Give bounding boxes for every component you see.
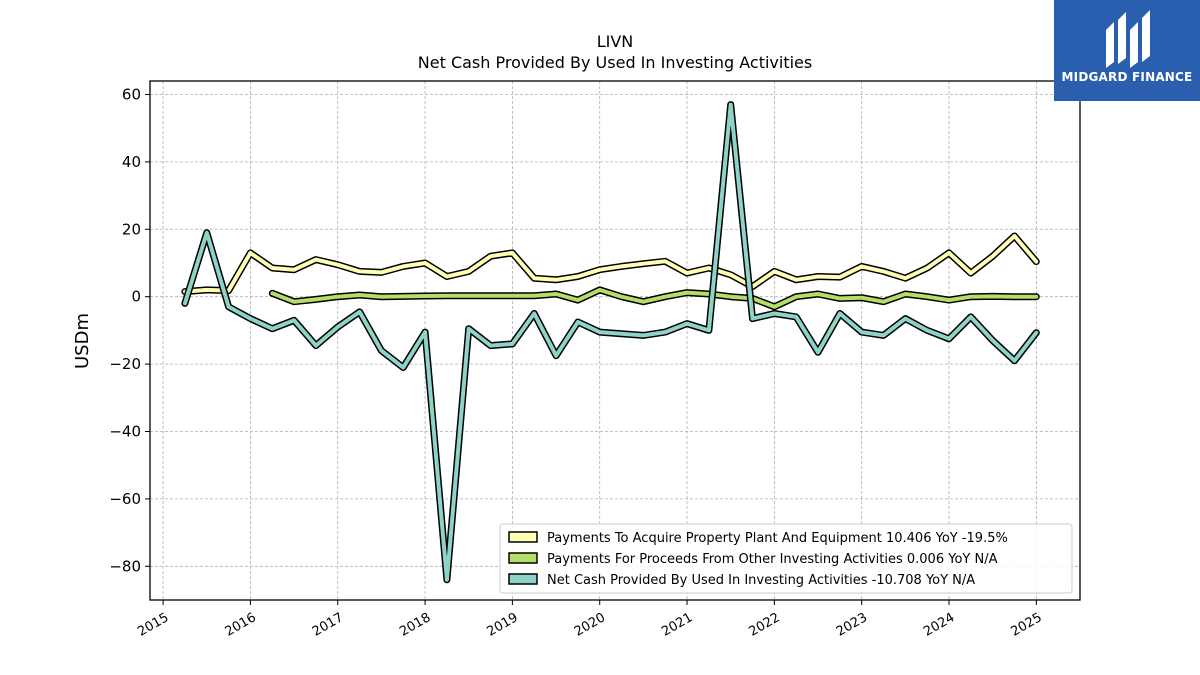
y-axis-label: USDm [72,313,93,369]
brand-name: MIDGARD FINANCE [1061,70,1193,84]
legend-swatch-2 [508,552,538,564]
x-tick-label: 2024 [921,610,957,640]
x-tick-label: 2021 [659,610,695,640]
y-tick-label: 20 [122,220,141,238]
x-tick-label: 2016 [223,610,259,640]
legend: Payments To Acquire Property Plant And E… [499,523,1073,594]
x-tick-label: 2023 [834,610,870,640]
x-axis-ticks: 2015 2016 2017 2018 2019 2020 2021 2022 2023 2024… [135,600,1045,640]
series-lines [181,101,1040,584]
legend-entry-2: Payments For Proceeds From Other Investi… [547,552,998,567]
y-tick-label: −80 [109,557,141,575]
x-tick-label: 2020 [572,610,608,640]
y-tick-label: 40 [122,153,141,171]
y-tick-label: 0 [131,288,141,306]
series-outline-1 [181,232,1040,296]
y-tick-label: −60 [109,490,141,508]
x-tick-label: 2015 [135,610,171,640]
y-tick-label: −40 [109,422,141,440]
x-tick-label: 2019 [485,610,521,640]
grid [150,81,1080,600]
x-tick-label: 2017 [310,610,346,640]
legend-box [499,523,1073,594]
legend-entry-3: Net Cash Provided By Used In Investing A… [547,573,975,588]
series-line-3 [182,102,1039,582]
series-line-2 [270,287,1039,309]
brand-logo: MIDGARD FINANCE [1054,0,1200,101]
chart-subtitle: Net Cash Provided By Used In Investing A… [418,53,812,72]
brand-mark-icon [1106,10,1150,68]
legend-entry-1: Payments To Acquire Property Plant And E… [547,531,1008,546]
chart-title: LIVN [597,32,634,51]
x-tick-label: 2025 [1009,610,1045,640]
y-tick-label: −20 [109,355,141,373]
plot-frame [149,80,1081,601]
x-tick-label: 2022 [747,610,783,640]
legend-swatch-1 [508,531,538,543]
y-axis-ticks: 60 40 20 0 −20 −40 −60 −80 [109,85,150,575]
x-tick-label: 2018 [397,610,433,640]
y-tick-label: 60 [122,85,141,103]
legend-swatch-3 [508,573,538,585]
series-line-1 [182,234,1039,294]
